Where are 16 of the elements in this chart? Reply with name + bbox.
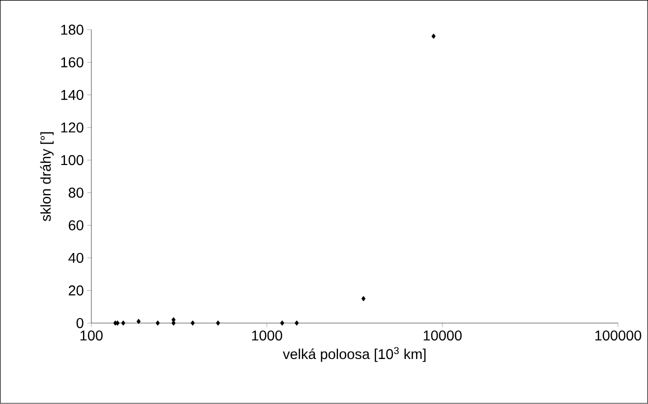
y-tick-label: 80: [68, 188, 84, 198]
y-tick-label: 100: [61, 155, 84, 166]
x-axis-title: velká poloosa [10$^{3}$ km]: [282, 347, 426, 362]
x-tick-label: 1000: [252, 330, 282, 341]
y-tick-label: 120: [61, 122, 84, 133]
y-tick-label: 0: [76, 318, 84, 328]
y-tick-label: 20: [68, 286, 84, 296]
y-tick-label: 180: [61, 24, 84, 35]
x-tick-label: 10000: [424, 330, 462, 341]
x-tick-label: 100000: [595, 330, 642, 341]
y-tick-label: 140: [61, 90, 84, 100]
y-tick-label: 40: [68, 253, 84, 264]
y-tick-label: 60: [68, 220, 84, 231]
x-tick-label: 100: [80, 330, 103, 341]
y-tick-label: 160: [61, 57, 84, 68]
y-axis-title: sklon dráhy [°]: [40, 132, 54, 222]
